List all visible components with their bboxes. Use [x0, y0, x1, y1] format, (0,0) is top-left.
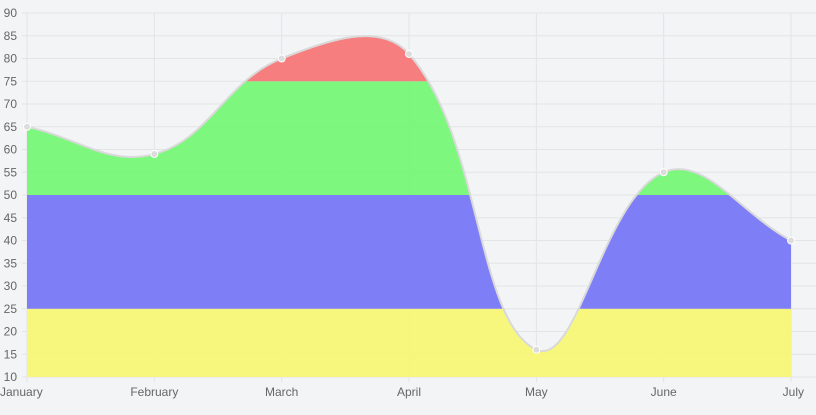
y-tick-label: 60: [4, 143, 18, 157]
y-tick-label: 90: [4, 6, 18, 20]
band-area: [27, 308, 791, 377]
y-tick-label: 80: [4, 52, 18, 66]
y-tick-label: 35: [4, 256, 18, 270]
y-tick-label: 10: [4, 370, 18, 384]
y-tick-label: 15: [4, 347, 18, 361]
x-tick-label: January: [0, 385, 43, 399]
x-tick-label: May: [525, 385, 548, 399]
y-tick-label: 75: [4, 74, 18, 88]
y-axis: 10 15 20 25 30 35 40 45 50 55 60 65 70 75 80 85 90: [4, 6, 18, 384]
data-point: [277, 54, 286, 63]
x-tick-label: February: [130, 385, 178, 399]
y-tick-label: 50: [4, 188, 18, 202]
x-tick-label: June: [651, 385, 677, 399]
y-tick-label: 70: [4, 97, 18, 111]
data-point: [23, 122, 31, 131]
band-area: [27, 81, 791, 195]
y-tick-label: 20: [4, 325, 18, 339]
x-tick-label: April: [397, 385, 421, 399]
data-point: [405, 49, 413, 58]
data-points: [23, 49, 795, 354]
data-point: [532, 345, 541, 354]
data-point: [150, 150, 159, 159]
y-tick-label: 55: [4, 165, 18, 179]
band-area: [27, 195, 791, 309]
y-tick-label: 30: [4, 279, 18, 293]
x-tick-label: March: [265, 385, 298, 399]
data-point: [787, 236, 795, 245]
y-tick-label: 85: [4, 29, 18, 43]
x-tick-label: July: [783, 385, 804, 399]
x-axis: January February March April May June July: [0, 385, 804, 399]
y-tick-label: 40: [4, 234, 18, 248]
y-tick-label: 25: [4, 302, 18, 316]
data-point: [659, 168, 668, 177]
y-tick-label: 65: [4, 120, 18, 134]
area-bands: [27, 36, 791, 377]
y-tick-label: 45: [4, 211, 18, 225]
